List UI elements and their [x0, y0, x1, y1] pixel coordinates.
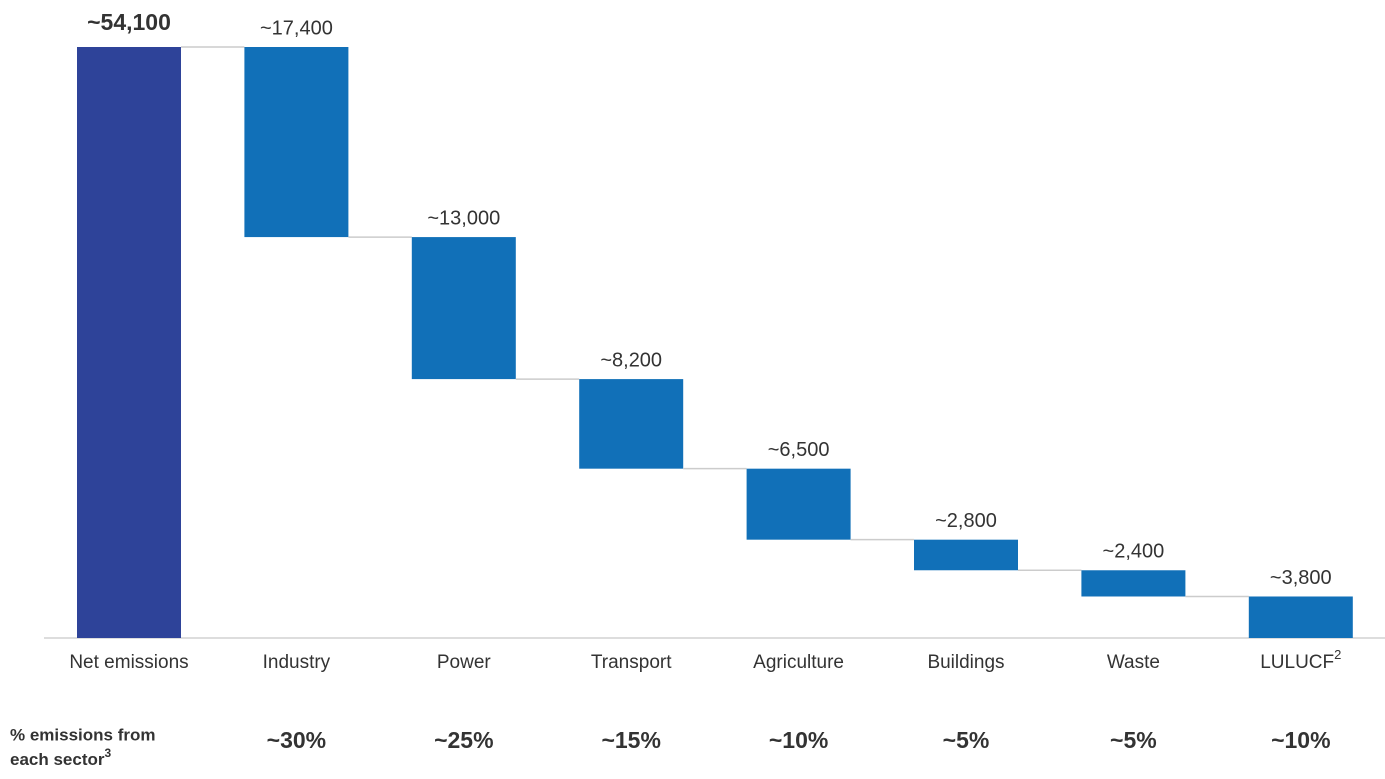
share-label: ~10% [769, 727, 828, 753]
value-label: ~3,800 [1270, 567, 1332, 589]
share-label: ~10% [1271, 727, 1330, 753]
total-bar [77, 47, 181, 638]
footnote-marker: 3 [105, 746, 112, 760]
category-name: Buildings [927, 652, 1004, 673]
x-tick-label: Power [437, 652, 492, 673]
value-label: ~13,000 [427, 207, 500, 229]
category-name: Net emissions [69, 652, 188, 673]
share-label: ~25% [434, 727, 493, 753]
bar [914, 539, 1018, 571]
x-tick-label: Net emissions [69, 652, 188, 673]
value-label: ~2,800 [935, 510, 997, 532]
category-name: Power [437, 652, 492, 673]
category-name: Transport [591, 652, 672, 673]
category-name: LULUCF [1260, 652, 1334, 673]
share-label: ~15% [601, 727, 660, 753]
bar [579, 379, 684, 469]
value-label: ~8,200 [600, 349, 662, 371]
x-tick-label: LULUCF2 [1260, 647, 1341, 673]
share-row-label: % emissions from [10, 725, 156, 744]
share-row-label: each sector3 [10, 746, 112, 769]
bar [1081, 570, 1186, 597]
bar [244, 47, 349, 238]
share-label: ~5% [1110, 727, 1157, 753]
x-tick-label: Waste [1107, 652, 1160, 673]
bar [411, 237, 516, 380]
x-tick-label: Buildings [927, 652, 1004, 673]
value-label: ~2,400 [1103, 541, 1165, 563]
value-label: ~6,500 [768, 439, 830, 461]
share-label: ~5% [943, 727, 990, 753]
share-label: ~30% [267, 727, 326, 753]
x-tick-label: Industry [263, 652, 331, 673]
value-label: ~54,100 [87, 9, 171, 35]
footnote-marker: 2 [1334, 647, 1341, 662]
share-row-label-text: each sector [10, 750, 105, 769]
bar [1248, 596, 1353, 638]
x-tick-label: Agriculture [753, 652, 844, 673]
category-name: Industry [263, 652, 331, 673]
bar [746, 468, 851, 540]
category-name: Waste [1107, 652, 1160, 673]
value-label: ~17,400 [260, 17, 333, 39]
x-tick-label: Transport [591, 652, 672, 673]
category-name: Agriculture [753, 652, 844, 673]
